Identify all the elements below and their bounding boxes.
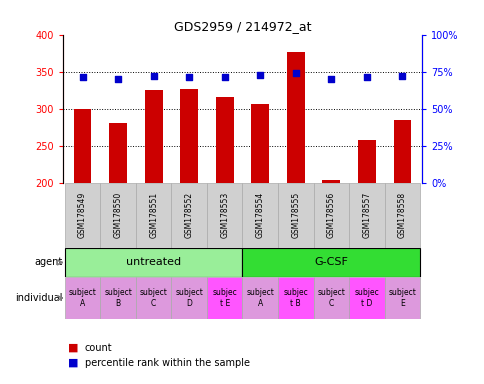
Bar — [277, 277, 313, 319]
Bar — [242, 277, 277, 319]
Text: percentile rank within the sample: percentile rank within the sample — [85, 358, 249, 368]
Bar — [109, 122, 127, 182]
Text: GSM178558: GSM178558 — [397, 192, 406, 238]
Text: subjec
t E: subjec t E — [212, 288, 237, 308]
Bar — [348, 182, 384, 248]
Point — [114, 76, 122, 82]
Point — [362, 74, 370, 81]
Bar — [384, 182, 419, 248]
Bar — [65, 182, 100, 248]
Bar — [207, 277, 242, 319]
Text: G-CSF: G-CSF — [314, 258, 348, 268]
Text: subject
A: subject A — [69, 288, 96, 308]
Bar — [171, 277, 207, 319]
Bar — [65, 277, 100, 319]
Text: GSM178551: GSM178551 — [149, 192, 158, 238]
Bar — [322, 180, 339, 182]
Text: ■: ■ — [68, 358, 78, 368]
Text: subject
C: subject C — [139, 288, 167, 308]
Bar — [393, 121, 410, 182]
Bar — [242, 248, 419, 277]
Text: count: count — [85, 343, 112, 353]
Bar — [348, 277, 384, 319]
Bar — [136, 277, 171, 319]
Bar — [357, 140, 375, 182]
Bar — [171, 182, 207, 248]
Title: GDS2959 / 214972_at: GDS2959 / 214972_at — [173, 20, 311, 33]
Text: subject
D: subject D — [175, 288, 203, 308]
Text: GSM178556: GSM178556 — [326, 192, 335, 238]
Text: GSM178553: GSM178553 — [220, 192, 229, 238]
Text: GSM178549: GSM178549 — [78, 192, 87, 238]
Bar — [136, 182, 171, 248]
Bar — [384, 277, 419, 319]
Bar — [74, 109, 91, 182]
Point — [256, 71, 264, 78]
Bar — [287, 51, 304, 182]
Point — [398, 73, 406, 79]
Bar — [100, 182, 136, 248]
Bar — [313, 277, 348, 319]
Text: GSM178552: GSM178552 — [184, 192, 193, 238]
Text: subjec
t B: subjec t B — [283, 288, 307, 308]
Bar — [145, 90, 162, 182]
Bar — [65, 248, 242, 277]
Bar — [242, 182, 277, 248]
Text: subject
E: subject E — [388, 288, 415, 308]
Point — [220, 74, 228, 81]
Text: ■: ■ — [68, 343, 78, 353]
Point — [185, 74, 193, 81]
Bar — [207, 182, 242, 248]
Text: agent: agent — [35, 258, 63, 268]
Text: GSM178550: GSM178550 — [113, 192, 122, 238]
Point — [78, 74, 86, 81]
Bar — [313, 182, 348, 248]
Text: subject
C: subject C — [317, 288, 345, 308]
Text: subject
A: subject A — [246, 288, 273, 308]
Text: untreated: untreated — [126, 258, 181, 268]
Text: GSM178555: GSM178555 — [291, 192, 300, 238]
Text: subjec
t D: subjec t D — [354, 288, 378, 308]
Point — [150, 73, 157, 79]
Bar — [251, 104, 269, 182]
Point — [327, 76, 334, 82]
Bar — [277, 182, 313, 248]
Bar — [100, 277, 136, 319]
Text: subject
B: subject B — [104, 288, 132, 308]
Text: GSM178554: GSM178554 — [255, 192, 264, 238]
Bar — [180, 89, 197, 182]
Bar — [215, 98, 233, 182]
Text: GSM178557: GSM178557 — [362, 192, 371, 238]
Point — [291, 70, 299, 76]
Text: individual: individual — [15, 293, 63, 303]
